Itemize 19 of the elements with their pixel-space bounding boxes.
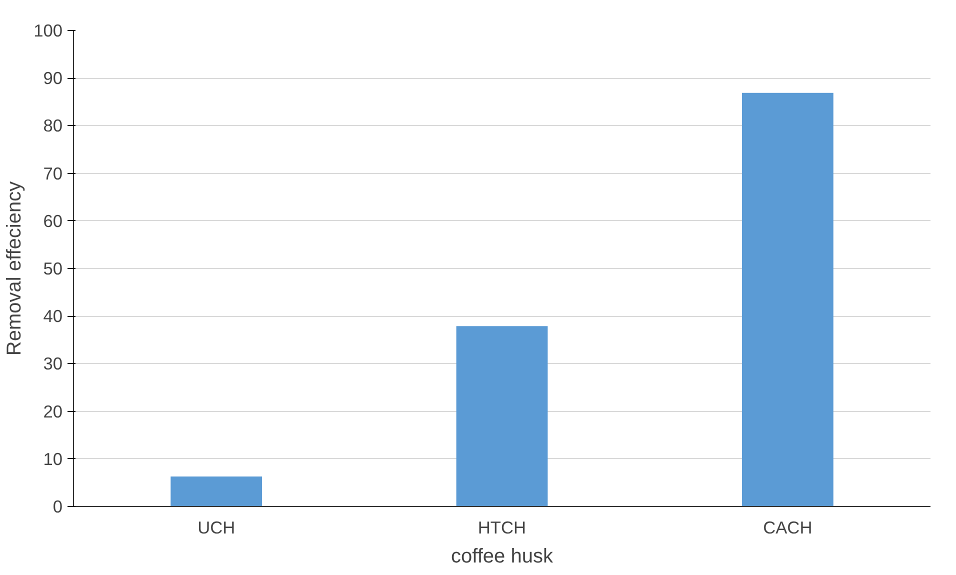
y-tick-label: 80 xyxy=(43,116,63,136)
x-tick-label: CACH xyxy=(763,518,812,538)
y-tick-label: 100 xyxy=(34,20,63,40)
y-tick-label: 70 xyxy=(43,163,63,184)
x-axis-title: coffee husk xyxy=(451,546,554,568)
y-tick-label: 30 xyxy=(43,354,63,374)
x-tick-label: UCH xyxy=(198,518,236,538)
y-tick-label: 90 xyxy=(43,68,63,88)
y-tick-label: 40 xyxy=(43,306,63,326)
y-tick-label: 60 xyxy=(43,210,63,231)
y-tick-label: 10 xyxy=(43,448,63,469)
bar xyxy=(170,476,262,506)
y-tick-label: 20 xyxy=(43,401,63,422)
y-tick-label: 50 xyxy=(43,258,63,278)
x-tick-label: HTCH xyxy=(478,518,526,538)
bar xyxy=(456,326,548,506)
y-axis-title: Removal effeciency xyxy=(4,181,26,356)
bar xyxy=(742,92,834,506)
y-tick-label: 0 xyxy=(52,496,63,516)
